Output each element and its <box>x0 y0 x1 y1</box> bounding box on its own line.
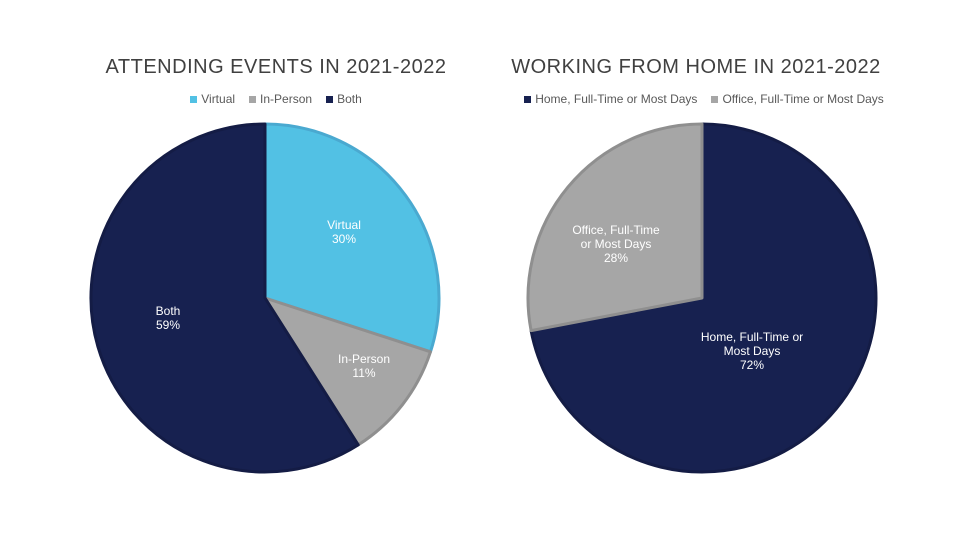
legend-swatch <box>190 95 198 103</box>
pie-slice-wfh-home-full-time-or-most-days <box>529 122 878 474</box>
legend-label: Office, Full-Time or Most Days <box>722 92 884 106</box>
legend-item-in-person: In-Person <box>249 92 312 106</box>
legend-swatch <box>326 95 334 103</box>
legend-working-from-home: Home, Full-Time or Most Days Office, Full… <box>484 92 924 106</box>
legend-swatch <box>711 95 719 103</box>
data-label-wfh-home-full-time-or-most-days: Home, Full-Time or Most Days 72% <box>701 330 803 372</box>
legend-swatch <box>524 95 532 103</box>
pie-slice-events-virtual <box>263 122 441 354</box>
data-label-events-in-person: In-Person 11% <box>338 352 390 380</box>
pie-slice-events-in-person <box>263 296 432 447</box>
legend-item-office-full-time-or-most-days: Office, Full-Time or Most Days <box>711 92 884 106</box>
data-label-wfh-office-full-time-or-most-days: Office, Full-Time or Most Days 28% <box>572 223 660 265</box>
legend-item-both: Both <box>326 92 362 106</box>
legend-swatch <box>249 95 257 103</box>
legend-label: Virtual <box>201 92 236 106</box>
chart-title-working-from-home: WORKING FROM HOME IN 2021-2022 <box>511 56 881 78</box>
data-label-events-virtual: Virtual 30% <box>327 218 361 246</box>
pie-slice-events-both <box>89 122 360 474</box>
chart-title-attending-events: ATTENDING EVENTS IN 2021-2022 <box>105 56 447 78</box>
legend-attending-events: Virtual In-Person Both <box>56 92 496 106</box>
legend-label: Home, Full-Time or Most Days <box>535 92 698 106</box>
legend-label: In-Person <box>260 92 313 106</box>
data-label-events-both: Both 59% <box>156 304 181 332</box>
legend-item-home-full-time-or-most-days: Home, Full-Time or Most Days <box>524 92 697 106</box>
legend-item-virtual: Virtual <box>190 92 235 106</box>
pie-slice-wfh-office-full-time-or-most-days <box>526 122 704 333</box>
legend-label: Both <box>337 92 362 106</box>
